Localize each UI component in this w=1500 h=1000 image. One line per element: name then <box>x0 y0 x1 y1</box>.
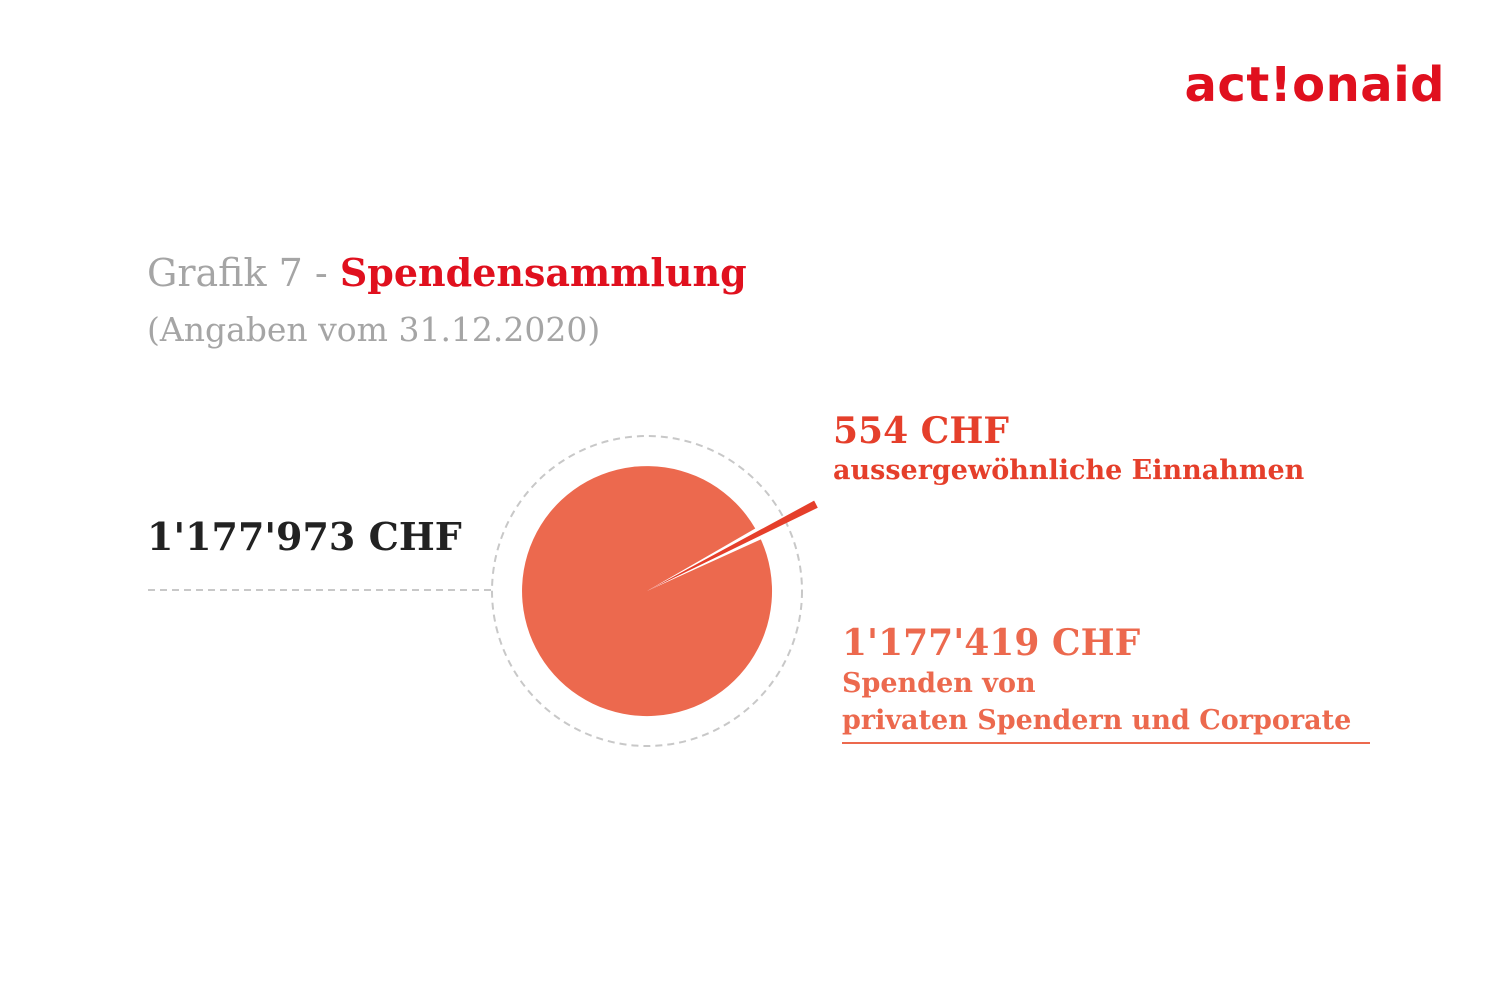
slice-small-value: 554 CHF <box>833 410 1009 452</box>
slice-large-label: Spenden von privaten Spendern und Corpor… <box>842 665 1370 744</box>
actionaid-logo: act!onaid <box>1184 57 1445 113</box>
chart-title: Grafik 7 - Spendensammlung <box>147 248 747 298</box>
pie-slice-large <box>522 466 773 717</box>
pie-slice-small <box>647 500 818 591</box>
chart-subtitle: (Angaben vom 31.12.2020) <box>147 310 601 349</box>
slice-large-label-line-1: Spenden von <box>842 668 1036 699</box>
slice-large-label-line-2: privaten Spendern und Corporate <box>842 705 1352 736</box>
chart-title-prefix: Grafik 7 - <box>147 251 340 295</box>
slice-large-value: 1'177'419 CHF <box>842 622 1141 664</box>
pie-outer-ring <box>491 435 803 747</box>
total-value-label: 1'177'973 CHF <box>147 514 462 559</box>
chart-title-main: Spendensammlung <box>339 250 747 295</box>
pie-slices <box>522 466 818 717</box>
slice-small-label: aussergewöhnliche Einnahmen <box>833 455 1305 486</box>
